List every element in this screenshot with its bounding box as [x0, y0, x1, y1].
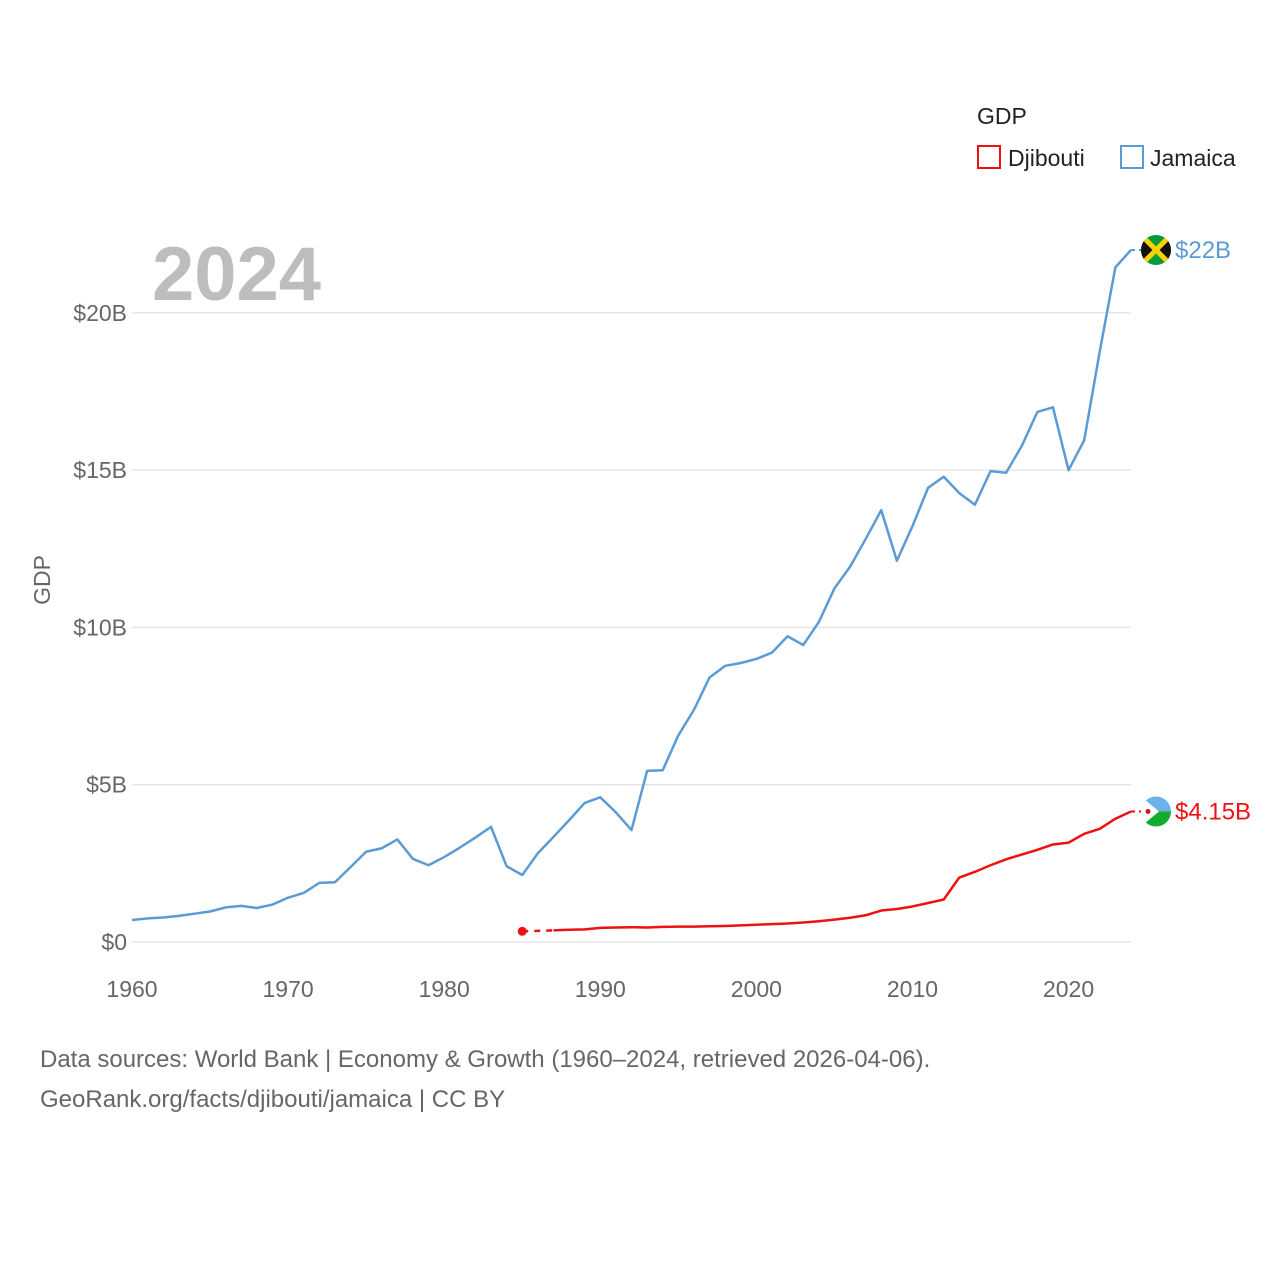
x-tick-label: 2010 [887, 976, 938, 1002]
legend-title: GDP [977, 103, 1027, 129]
y-tick-label: $0 [101, 929, 127, 955]
legend-swatch-djibouti[interactable] [977, 145, 1001, 169]
series-start-marker-djibouti [517, 926, 527, 936]
series-line-jamaica[interactable] [131, 249, 1132, 922]
x-tick-label: 1980 [419, 976, 470, 1002]
legend: GDP Djibouti Jamaica [977, 103, 1236, 171]
footer: Data sources: World Bank | Economy & Gro… [40, 1040, 930, 1120]
legend-swatch-jamaica[interactable] [1120, 145, 1144, 169]
series-gap-djibouti [522, 929, 554, 933]
series-line-djibouti[interactable] [553, 810, 1132, 932]
data-sources-note: Data sources: World Bank | Economy & Gro… [40, 1046, 931, 1073]
x-tick-label: 2000 [731, 976, 782, 1002]
legend-label-jamaica[interactable]: Jamaica [1150, 145, 1236, 171]
y-tick-label: $5B [86, 772, 127, 798]
x-tick-label: 1960 [106, 976, 157, 1002]
source-link[interactable]: GeoRank.org/facts/djibouti/jamaica | CC … [40, 1086, 506, 1113]
djibouti-flag-icon [1141, 796, 1171, 827]
y-tick-label: $20B [73, 300, 127, 326]
x-tick-label: 1970 [263, 976, 314, 1002]
y-tick-label: $15B [73, 457, 127, 483]
x-tick-label: 2020 [1043, 976, 1094, 1002]
grid-lines [132, 312, 1131, 943]
y-axis-ticks: $0 $5B $10B $15B $20B [73, 300, 127, 955]
y-axis-title: GDP [29, 555, 55, 605]
gdp-line-chart: $0 $5B $10B $15B $20B 1960 1970 1980 1990 2000 20… [29, 103, 1251, 1002]
jamaica-flag-icon [1141, 235, 1171, 265]
x-tick-label: 1990 [575, 976, 626, 1002]
end-label-djibouti: $4.15B [1175, 798, 1251, 825]
legend-label-djibouti[interactable]: Djibouti [1008, 145, 1085, 171]
x-axis-ticks: 1960 1970 1980 1990 2000 2010 2020 [106, 976, 1094, 1002]
end-label-jamaica: $22B [1175, 237, 1231, 264]
series-lines [131, 249, 1141, 936]
y-tick-label: $10B [73, 614, 127, 640]
year-watermark: 2024 [152, 232, 321, 317]
